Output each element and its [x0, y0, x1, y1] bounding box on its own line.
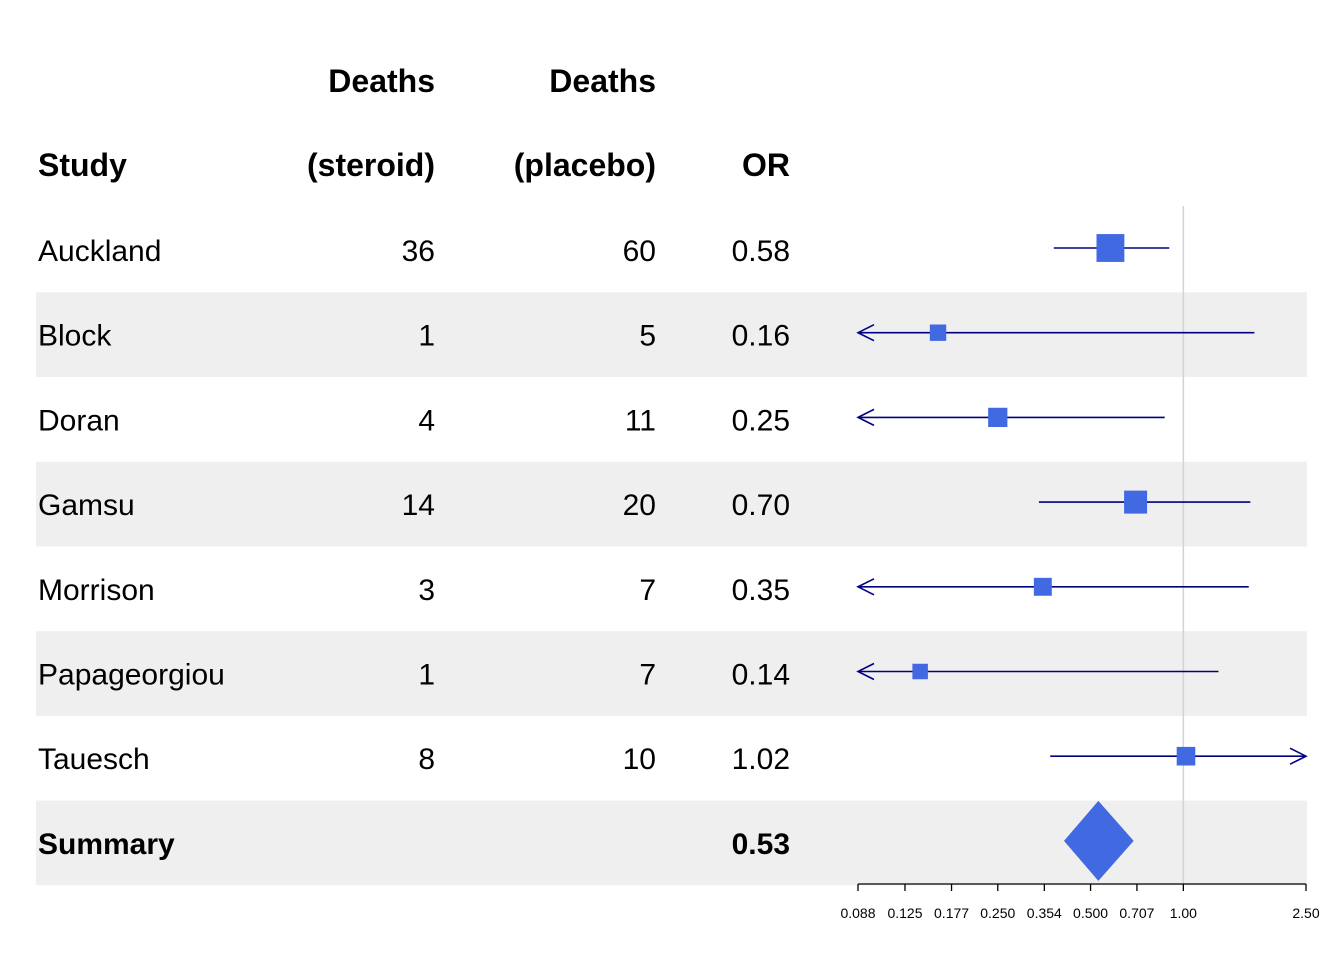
- study-name: Doran: [38, 404, 120, 437]
- or-cell: 0.16: [732, 320, 790, 353]
- table-rows: Auckland 36 60 0.58 Block 1 5 0.16 Doran 4 11 0.25 G…: [38, 235, 790, 861]
- deaths-steroid-cell: 36: [402, 235, 435, 268]
- deaths-placebo-cell: 10: [623, 743, 656, 776]
- study-name: Morrison: [38, 574, 155, 607]
- study-name: Papageorgiou: [38, 659, 225, 692]
- ci-arrow-left: [856, 662, 875, 681]
- x-tick-label: 0.707: [1119, 905, 1154, 921]
- header-row: Deaths Deaths Study (steroid) (placebo) …: [38, 63, 790, 183]
- summary-diamond: [1063, 800, 1134, 881]
- study-box: [988, 407, 1008, 428]
- study-box: [1176, 746, 1196, 766]
- study-box: [912, 663, 928, 680]
- deaths-steroid-cell: 8: [418, 743, 435, 776]
- x-tick-label: 2.50: [1292, 905, 1319, 921]
- study-name: Auckland: [38, 235, 161, 268]
- deaths-placebo-cell: 5: [639, 320, 656, 353]
- or-cell: 0.35: [732, 574, 790, 607]
- deaths-placebo-cell: 7: [639, 659, 656, 692]
- x-tick-label: 0.088: [840, 905, 875, 921]
- study-name: Gamsu: [38, 489, 135, 522]
- or-cell: 1.02: [732, 743, 790, 776]
- study-name: Block: [38, 320, 112, 353]
- deaths-steroid-cell: 14: [402, 489, 435, 522]
- deaths-steroid-cell: 3: [418, 574, 435, 607]
- header-placebo-line1: Deaths: [549, 63, 656, 99]
- x-tick-label: 0.500: [1073, 905, 1108, 921]
- ci-arrow-left: [856, 323, 875, 342]
- study-name: Tauesch: [38, 743, 150, 776]
- x-axis: 0.088 0.125 0.177 0.250 0.354 0.500 0.707 1.00 2…: [840, 883, 1320, 921]
- deaths-steroid-cell: 4: [418, 404, 435, 437]
- study-box: [1124, 490, 1148, 514]
- x-tick-label: 0.177: [934, 905, 969, 921]
- deaths-steroid-cell: 1: [418, 320, 435, 353]
- x-tick-label: 0.250: [980, 905, 1015, 921]
- ci-arrow-left: [856, 578, 875, 596]
- deaths-steroid-cell: 1: [418, 659, 435, 692]
- or-cell: 0.70: [732, 489, 790, 522]
- or-cell: 0.14: [732, 659, 790, 692]
- study-box: [929, 324, 947, 341]
- study-box: [1033, 577, 1052, 596]
- x-tick-label: 0.125: [887, 905, 922, 921]
- row-band: [36, 631, 1307, 716]
- x-tick-label: 1.00: [1170, 905, 1197, 921]
- or-cell: 0.58: [732, 235, 790, 268]
- x-tick-label: 0.354: [1027, 905, 1062, 921]
- row-band: [36, 292, 1307, 378]
- ci-arrow-right: [1289, 747, 1308, 765]
- header-steroid: (steroid): [307, 147, 435, 183]
- summary-label: Summary: [38, 828, 175, 861]
- header-or: OR: [742, 147, 790, 183]
- or-cell: 0.25: [732, 404, 790, 437]
- deaths-placebo-cell: 7: [639, 574, 656, 607]
- deaths-placebo-cell: 20: [623, 489, 656, 522]
- header-steroid-line1: Deaths: [328, 63, 435, 99]
- deaths-placebo-cell: 11: [625, 404, 656, 437]
- header-placebo: (placebo): [514, 147, 656, 183]
- ci-arrow-left: [856, 408, 875, 427]
- row-bands: [36, 292, 1307, 886]
- row-band: [36, 461, 1307, 547]
- study-box: [1096, 234, 1125, 262]
- deaths-placebo-cell: 60: [623, 235, 656, 268]
- header-study: Study: [38, 147, 127, 183]
- confidence-intervals: [856, 234, 1308, 881]
- summary-or-cell: 0.53: [732, 828, 790, 861]
